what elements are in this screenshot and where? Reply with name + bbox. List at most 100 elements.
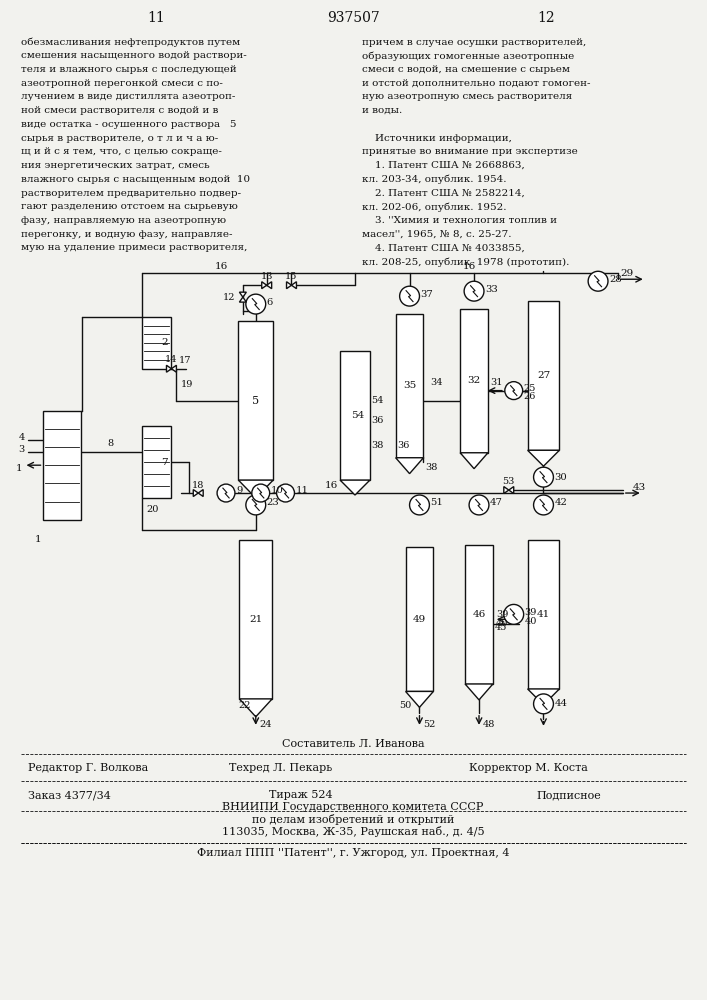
Text: 937507: 937507 bbox=[327, 11, 380, 25]
Text: 26: 26 bbox=[524, 392, 536, 401]
Text: образующих гомогенные азеотропные: образующих гомогенные азеотропные bbox=[362, 51, 574, 61]
Bar bbox=[527, 301, 559, 450]
Text: 32: 32 bbox=[467, 376, 481, 385]
Text: ВНИИПИ Государственного комитета СССР: ВНИИПИ Государственного комитета СССР bbox=[222, 802, 484, 812]
Text: мую на удаление примеси растворителя,: мую на удаление примеси растворителя, bbox=[21, 243, 247, 252]
Text: Подписное: Подписное bbox=[536, 790, 601, 800]
Bar bbox=[465, 545, 493, 684]
Text: 19: 19 bbox=[180, 380, 193, 389]
Text: 3. ''Химия и технология топлив и: 3. ''Химия и технология топлив и bbox=[362, 216, 557, 225]
Text: 27: 27 bbox=[537, 371, 550, 380]
Polygon shape bbox=[396, 458, 423, 474]
Text: 24: 24 bbox=[259, 720, 272, 729]
Text: Редактор Г. Волкова: Редактор Г. Волкова bbox=[28, 763, 148, 773]
Text: 46: 46 bbox=[472, 610, 486, 619]
Text: 48: 48 bbox=[483, 720, 496, 729]
Text: 21: 21 bbox=[249, 615, 262, 624]
Text: Источники информации,: Источники информации, bbox=[362, 134, 512, 143]
Text: 44: 44 bbox=[554, 699, 568, 708]
Polygon shape bbox=[465, 684, 493, 700]
Polygon shape bbox=[291, 282, 296, 289]
Text: кл. 203-34, опублик. 1954.: кл. 203-34, опублик. 1954. bbox=[362, 175, 506, 184]
Polygon shape bbox=[460, 453, 488, 469]
Text: и отстой дополнительно подают гомоген-: и отстой дополнительно подают гомоген- bbox=[362, 79, 590, 88]
Text: 22: 22 bbox=[238, 701, 250, 710]
Text: 10: 10 bbox=[271, 486, 284, 495]
Polygon shape bbox=[240, 699, 272, 717]
Text: 7: 7 bbox=[161, 458, 168, 467]
Circle shape bbox=[588, 271, 608, 291]
Text: 1: 1 bbox=[16, 464, 23, 473]
Text: 15: 15 bbox=[286, 272, 298, 281]
Text: растворителем предварительно подвер-: растворителем предварительно подвер- bbox=[21, 189, 241, 198]
Text: 2. Патент США № 2582214,: 2. Патент США № 2582214, bbox=[362, 189, 525, 198]
Circle shape bbox=[505, 382, 522, 400]
Text: 12: 12 bbox=[223, 293, 235, 302]
Bar bbox=[240, 540, 272, 699]
Text: 39: 39 bbox=[525, 608, 537, 617]
Text: 47: 47 bbox=[490, 498, 503, 507]
Text: виде остатка - осушенного раствора   5: виде остатка - осушенного раствора 5 bbox=[21, 120, 236, 129]
Text: 29: 29 bbox=[620, 269, 633, 278]
Text: ной смеси растворителя с водой и в: ной смеси растворителя с водой и в bbox=[21, 106, 218, 115]
Polygon shape bbox=[504, 487, 509, 494]
Bar bbox=[396, 314, 423, 458]
Polygon shape bbox=[240, 297, 246, 302]
Text: 1. Патент США № 2668863,: 1. Патент США № 2668863, bbox=[362, 161, 525, 170]
Text: азеотропной перегонкой смеси с по-: азеотропной перегонкой смеси с по- bbox=[21, 79, 223, 88]
Text: перегонку, и водную фазу, направляе-: перегонку, и водную фазу, направляе- bbox=[21, 230, 232, 239]
Text: смеси с водой, на смешение с сырьем: смеси с водой, на смешение с сырьем bbox=[362, 65, 570, 74]
Text: ния энергетических затрат, смесь: ния энергетических затрат, смесь bbox=[21, 161, 209, 170]
Text: 113035, Москва, Ж-35, Раушская наб., д. 4/5: 113035, Москва, Ж-35, Раушская наб., д. … bbox=[222, 826, 484, 837]
Circle shape bbox=[464, 281, 484, 301]
Bar bbox=[340, 351, 370, 480]
Polygon shape bbox=[240, 292, 246, 297]
Text: 40: 40 bbox=[525, 617, 537, 626]
Text: щ и й с я тем, что, с целью сокраще-: щ и й с я тем, что, с целью сокраще- bbox=[21, 147, 221, 156]
Text: 16: 16 bbox=[214, 262, 228, 271]
Text: 41: 41 bbox=[537, 610, 550, 619]
Circle shape bbox=[534, 495, 554, 515]
Text: Филиал ППП ''Патент'', г. Ужгород, ул. Проектная, 4: Филиал ППП ''Патент'', г. Ужгород, ул. П… bbox=[197, 848, 509, 858]
Circle shape bbox=[469, 495, 489, 515]
Circle shape bbox=[409, 495, 429, 515]
Text: принятые во внимание при экспертизе: принятые во внимание при экспертизе bbox=[362, 147, 578, 156]
Text: 6: 6 bbox=[267, 298, 273, 307]
Text: 52: 52 bbox=[423, 720, 436, 729]
Polygon shape bbox=[527, 689, 559, 705]
Text: 9: 9 bbox=[236, 486, 243, 495]
Text: 8: 8 bbox=[108, 439, 114, 448]
Text: 17: 17 bbox=[178, 356, 191, 365]
Text: 25: 25 bbox=[524, 384, 536, 393]
Text: причем в случае осушки растворителей,: причем в случае осушки растворителей, bbox=[362, 38, 586, 47]
Text: 33: 33 bbox=[485, 285, 498, 294]
Text: 39: 39 bbox=[496, 610, 508, 619]
Bar bbox=[406, 547, 433, 691]
Polygon shape bbox=[238, 480, 273, 498]
Text: 18: 18 bbox=[192, 481, 204, 490]
Text: 28: 28 bbox=[609, 275, 621, 284]
Text: 53: 53 bbox=[503, 477, 515, 486]
Circle shape bbox=[246, 495, 266, 515]
Text: 4. Патент США № 4033855,: 4. Патент США № 4033855, bbox=[362, 243, 525, 252]
Text: 45: 45 bbox=[495, 623, 507, 632]
Polygon shape bbox=[286, 282, 291, 289]
Text: 42: 42 bbox=[554, 498, 567, 507]
Text: Корректор М. Коста: Корректор М. Коста bbox=[469, 763, 588, 773]
Text: 50: 50 bbox=[399, 701, 412, 710]
Bar bbox=[43, 410, 81, 520]
Circle shape bbox=[217, 484, 235, 502]
Text: обезмасливания нефтепродуктов путем: обезмасливания нефтепродуктов путем bbox=[21, 38, 240, 47]
Text: влажного сырья с насыщенным водой  10: влажного сырья с насыщенным водой 10 bbox=[21, 175, 250, 184]
Polygon shape bbox=[166, 365, 171, 372]
Circle shape bbox=[276, 484, 295, 502]
Circle shape bbox=[252, 484, 269, 502]
Text: кл. 202-06, опублик. 1952.: кл. 202-06, опублик. 1952. bbox=[362, 202, 506, 212]
Text: 37: 37 bbox=[421, 290, 433, 299]
Bar bbox=[460, 309, 488, 453]
Text: 34: 34 bbox=[431, 378, 443, 387]
Text: 11: 11 bbox=[296, 486, 308, 495]
Text: кл. 208-25, опублик. 1978 (прототип).: кл. 208-25, опублик. 1978 (прототип). bbox=[362, 257, 569, 267]
Text: Заказ 4377/34: Заказ 4377/34 bbox=[28, 790, 110, 800]
Text: 2: 2 bbox=[161, 338, 168, 347]
